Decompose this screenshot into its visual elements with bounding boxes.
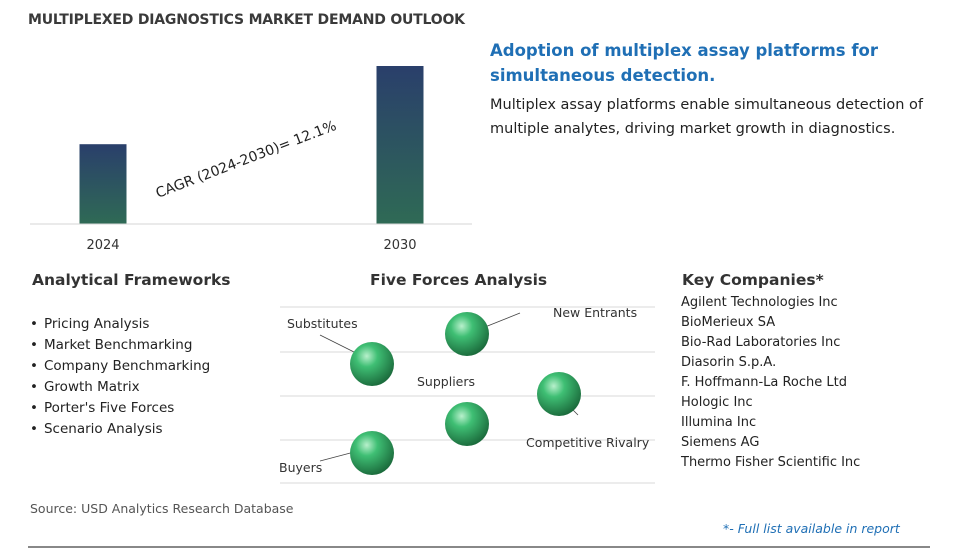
source-note: Source: USD Analytics Research Database (30, 501, 294, 516)
force-label-rivalry: Competitive Rivalry (526, 435, 650, 450)
page-title: MULTIPLEXED DIAGNOSTICS MARKET DEMAND OU… (28, 12, 465, 28)
company-item: Hologic Inc (681, 395, 753, 410)
companies-list: Agilent Technologies Inc BioMerieux SA B… (681, 293, 860, 473)
cagr-annotation: CAGR (2024-2030)= 12.1% (154, 118, 339, 202)
force-label-substitutes: Substitutes (287, 316, 358, 331)
company-item: Diasorin S.p.A. (681, 355, 777, 370)
framework-item: Pricing Analysis (30, 314, 210, 335)
bottom-divider (28, 546, 930, 548)
force-sphere (350, 342, 394, 386)
framework-item: Porter's Five Forces (30, 398, 210, 419)
force-sphere (350, 431, 394, 475)
force-sphere (445, 312, 489, 356)
description: Multiplex assay platforms enable simulta… (490, 97, 924, 137)
company-item: Thermo Fisher Scientific Inc (681, 455, 861, 470)
headline: Adoption of multiplex assay platforms fo… (490, 41, 878, 85)
frameworks-title: Analytical Frameworks (32, 271, 231, 289)
x-tick-label: 2030 (383, 238, 416, 253)
force-label-buyers: Buyers (279, 460, 322, 475)
framework-item: Market Benchmarking (30, 335, 210, 356)
bar-2030 (376, 66, 424, 224)
company-item: Bio-Rad Laboratories Inc (681, 335, 841, 350)
framework-item: Company Benchmarking (30, 356, 210, 377)
force-label-new-entrants: New Entrants (553, 305, 637, 320)
frameworks-list: Pricing Analysis Market Benchmarking Com… (30, 314, 210, 440)
x-tick-label: 2024 (86, 238, 119, 253)
framework-item: Scenario Analysis (30, 419, 210, 440)
five-forces-title: Five Forces Analysis (370, 271, 548, 289)
bar-2024 (79, 144, 127, 224)
force-sphere (537, 372, 581, 416)
five-forces-diagram: Substitutes New Entrants Suppliers Compe… (279, 305, 655, 484)
company-item: F. Hoffmann-La Roche Ltd (681, 375, 847, 390)
company-item: Siemens AG (681, 435, 760, 450)
company-item: BioMerieux SA (681, 315, 776, 330)
framework-item: Growth Matrix (30, 377, 210, 398)
company-item: Illumina Inc (681, 415, 757, 430)
bar-chart: 2024 2030 CAGR (2024-2030)= 12.1% (30, 66, 472, 253)
company-item: Agilent Technologies Inc (681, 295, 838, 310)
companies-title: Key Companies* (682, 271, 824, 289)
force-sphere (445, 402, 489, 446)
force-label-suppliers: Suppliers (417, 374, 475, 389)
footnote: *- Full list available in report (723, 521, 900, 536)
